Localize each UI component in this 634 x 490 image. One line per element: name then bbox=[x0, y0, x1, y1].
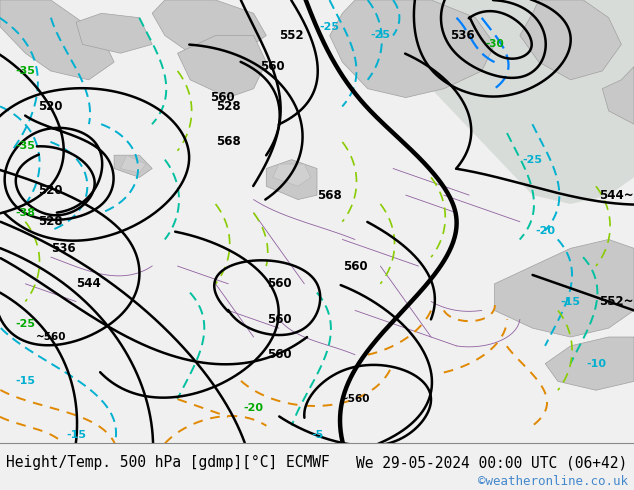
Text: 560: 560 bbox=[261, 60, 285, 73]
Text: -15: -15 bbox=[66, 430, 86, 440]
Text: ~560: ~560 bbox=[340, 394, 370, 404]
Text: -15: -15 bbox=[15, 376, 36, 387]
Text: 560: 560 bbox=[267, 348, 291, 361]
Text: 528: 528 bbox=[39, 215, 63, 228]
Text: We 29-05-2024 00:00 UTC (06+42): We 29-05-2024 00:00 UTC (06+42) bbox=[356, 455, 628, 470]
Text: 560: 560 bbox=[343, 260, 367, 272]
Text: 536: 536 bbox=[451, 29, 475, 42]
Text: 568: 568 bbox=[317, 189, 342, 201]
Text: Height/Temp. 500 hPa [gdmp][°C] ECMWF: Height/Temp. 500 hPa [gdmp][°C] ECMWF bbox=[6, 455, 330, 470]
Text: -25: -25 bbox=[320, 22, 340, 32]
Text: 544: 544 bbox=[76, 277, 101, 290]
Text: -35: -35 bbox=[15, 66, 36, 76]
Text: 528: 528 bbox=[216, 100, 240, 113]
Text: ©weatheronline.co.uk: ©weatheronline.co.uk bbox=[477, 475, 628, 488]
Text: 568: 568 bbox=[216, 135, 241, 148]
Text: 552: 552 bbox=[280, 29, 304, 42]
Text: -20: -20 bbox=[243, 403, 264, 413]
Text: 560: 560 bbox=[267, 277, 291, 290]
Text: 544~: 544~ bbox=[599, 189, 634, 201]
Text: ~560: ~560 bbox=[36, 332, 66, 342]
Text: -38: -38 bbox=[15, 208, 36, 218]
Text: -30: -30 bbox=[485, 39, 504, 49]
Text: -10: -10 bbox=[586, 359, 606, 368]
Text: 552~: 552~ bbox=[600, 295, 634, 308]
Text: 520: 520 bbox=[39, 100, 63, 113]
Text: -5: -5 bbox=[311, 430, 323, 440]
Text: -25: -25 bbox=[370, 30, 391, 41]
Text: -25: -25 bbox=[15, 318, 36, 329]
Text: 560: 560 bbox=[210, 91, 234, 104]
Text: 536: 536 bbox=[51, 242, 75, 255]
Text: -20: -20 bbox=[535, 225, 555, 236]
Text: -35: -35 bbox=[15, 141, 36, 151]
Text: -25: -25 bbox=[522, 155, 543, 165]
Text: 560: 560 bbox=[267, 313, 291, 326]
Text: -15: -15 bbox=[560, 296, 581, 307]
Text: 520: 520 bbox=[39, 184, 63, 197]
